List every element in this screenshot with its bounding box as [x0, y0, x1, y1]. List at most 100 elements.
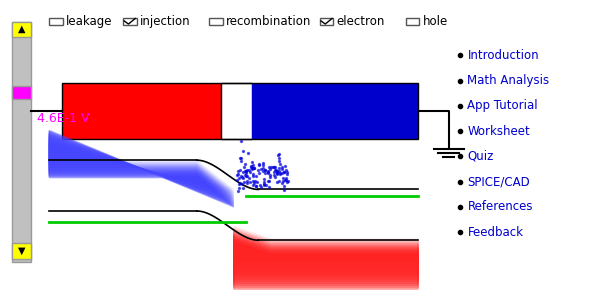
- Point: [265, 167, 275, 172]
- Polygon shape: [234, 234, 418, 269]
- Bar: [252, 83, 418, 139]
- Point: [256, 184, 266, 189]
- Point: [252, 180, 262, 185]
- Polygon shape: [49, 137, 234, 201]
- Polygon shape: [49, 138, 234, 200]
- Point: [264, 179, 274, 184]
- Point: [270, 168, 280, 172]
- Point: [241, 173, 251, 178]
- Point: [260, 171, 270, 176]
- Point: [272, 172, 282, 176]
- Point: [234, 176, 244, 181]
- Point: [277, 165, 287, 170]
- Point: [274, 152, 284, 156]
- Bar: [12, 22, 31, 37]
- Point: [248, 172, 258, 177]
- FancyBboxPatch shape: [49, 18, 63, 25]
- Point: [279, 169, 288, 174]
- Point: [274, 158, 284, 163]
- Point: [240, 171, 250, 176]
- Point: [247, 163, 256, 168]
- Point: [273, 153, 283, 158]
- Polygon shape: [234, 238, 418, 278]
- Point: [234, 185, 244, 190]
- Text: leakage: leakage: [66, 15, 113, 28]
- Text: Math Analysis: Math Analysis: [467, 74, 550, 87]
- Point: [248, 178, 258, 183]
- Point: [244, 167, 253, 172]
- Point: [270, 164, 280, 169]
- Point: [264, 165, 274, 170]
- Text: ▲: ▲: [18, 24, 25, 34]
- Bar: [62, 83, 221, 139]
- Point: [237, 174, 247, 179]
- Point: [233, 171, 243, 176]
- Point: [238, 148, 248, 153]
- Point: [276, 171, 285, 176]
- FancyBboxPatch shape: [406, 18, 419, 25]
- Point: [254, 170, 264, 175]
- Point: [272, 168, 282, 173]
- Point: [243, 150, 253, 155]
- Point: [275, 171, 285, 176]
- Polygon shape: [234, 242, 418, 286]
- Bar: [12, 86, 31, 99]
- Point: [263, 169, 273, 174]
- Text: SPICE/CAD: SPICE/CAD: [467, 175, 530, 188]
- Polygon shape: [234, 244, 418, 289]
- Text: 4.6E-1 V: 4.6E-1 V: [37, 112, 89, 125]
- Point: [260, 168, 270, 173]
- Polygon shape: [234, 232, 418, 265]
- Point: [261, 182, 271, 187]
- Polygon shape: [49, 142, 234, 195]
- Text: Worksheet: Worksheet: [467, 125, 530, 138]
- Point: [258, 160, 268, 165]
- Polygon shape: [49, 140, 234, 197]
- Polygon shape: [234, 227, 418, 256]
- Point: [282, 172, 292, 177]
- Point: [245, 180, 255, 184]
- Bar: [62, 83, 418, 139]
- Point: [274, 155, 284, 160]
- Point: [249, 181, 259, 186]
- Point: [237, 156, 247, 160]
- Point: [260, 167, 270, 172]
- Polygon shape: [49, 130, 234, 207]
- Point: [263, 171, 272, 176]
- Point: [258, 162, 268, 167]
- Point: [272, 170, 282, 175]
- Point: [271, 167, 281, 172]
- Point: [236, 159, 245, 164]
- Point: [269, 169, 279, 174]
- Polygon shape: [234, 239, 418, 280]
- Text: hole: hole: [423, 15, 448, 28]
- Point: [238, 170, 248, 175]
- Point: [281, 177, 291, 182]
- Point: [279, 188, 288, 192]
- Point: [280, 178, 290, 183]
- Point: [250, 179, 260, 184]
- Point: [238, 176, 248, 180]
- Polygon shape: [49, 141, 234, 196]
- Point: [242, 180, 252, 185]
- Point: [279, 176, 288, 181]
- Bar: [12, 22, 31, 262]
- Point: [249, 166, 259, 171]
- Point: [282, 180, 292, 184]
- Point: [247, 165, 257, 170]
- Point: [240, 168, 250, 173]
- Polygon shape: [49, 146, 234, 191]
- Point: [240, 173, 250, 178]
- Point: [277, 166, 287, 171]
- Point: [248, 182, 258, 187]
- FancyBboxPatch shape: [320, 18, 333, 25]
- Point: [268, 164, 277, 169]
- Polygon shape: [49, 132, 234, 205]
- Point: [247, 167, 257, 172]
- Polygon shape: [234, 231, 418, 263]
- Point: [259, 176, 269, 181]
- Polygon shape: [234, 235, 418, 271]
- Polygon shape: [234, 228, 418, 258]
- Point: [272, 170, 282, 175]
- Point: [282, 169, 292, 174]
